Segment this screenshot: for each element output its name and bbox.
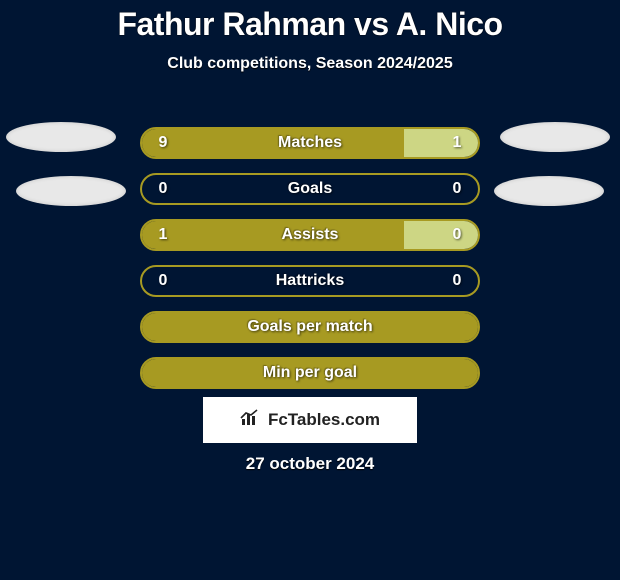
stat-bar: Goals per match — [140, 311, 480, 343]
stat-value-right: 0 — [442, 175, 472, 203]
stat-bar: 10Assists — [140, 219, 480, 251]
stat-value-left: 0 — [148, 267, 178, 295]
stats-container: 91Matches00Goals10Assists00HattricksGoal… — [0, 120, 620, 396]
stat-bar: Min per goal — [140, 357, 480, 389]
stat-fill-right — [404, 129, 478, 157]
stat-bar: 91Matches — [140, 127, 480, 159]
bar-chart-icon — [240, 409, 260, 432]
date-label: 27 october 2024 — [0, 454, 620, 474]
stat-fill-right — [404, 221, 478, 249]
page-title: Fathur Rahman vs A. Nico — [0, 0, 620, 43]
stat-fill-left — [142, 129, 404, 157]
page-subtitle: Club competitions, Season 2024/2025 — [0, 55, 620, 73]
stat-row: Min per goal — [0, 350, 620, 396]
stat-label: Goals — [142, 175, 478, 203]
stat-fill-left — [142, 221, 404, 249]
stat-row: 0 0Hattricks — [0, 258, 620, 304]
stat-value-right: 0 — [442, 267, 472, 295]
stat-value-left: 0 — [148, 175, 178, 203]
brand-text: FcTables.com — [268, 410, 380, 430]
stat-fill-left — [142, 313, 478, 341]
stat-row: 0 0Goals — [0, 166, 620, 212]
stat-row: 10Assists — [0, 212, 620, 258]
stat-bar: 0 0Hattricks — [140, 265, 480, 297]
stat-label: Hattricks — [142, 267, 478, 295]
stat-fill-right — [142, 359, 478, 387]
stat-bar: 0 0Goals — [140, 173, 480, 205]
stat-row: Goals per match — [0, 304, 620, 350]
stat-row: 91Matches — [0, 120, 620, 166]
brand-badge: FcTables.com — [204, 398, 416, 442]
